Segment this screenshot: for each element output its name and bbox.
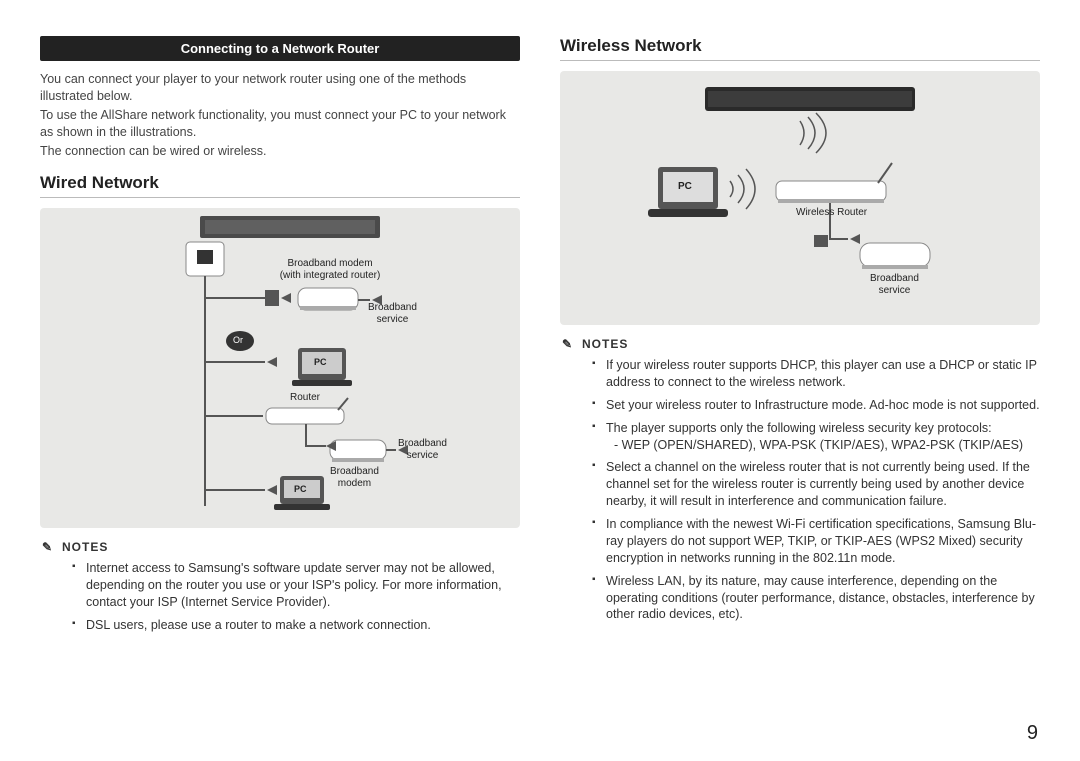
note-item: Wireless LAN, by its nature, may cause i…: [596, 573, 1040, 624]
intro-p2: To use the AllShare network functionalit…: [40, 107, 520, 141]
section-banner: Connecting to a Network Router: [40, 36, 520, 61]
intro-text: You can connect your player to your netw…: [40, 71, 520, 159]
label-router: Router: [290, 392, 320, 404]
label-modem-int: Broadband modem(with integrated router): [270, 258, 390, 281]
label-or: Or: [233, 335, 243, 345]
note-item: Set your wireless router to Infrastructu…: [596, 397, 1040, 414]
right-column: Wireless Network: [540, 36, 1040, 741]
page-number: 9: [1027, 722, 1038, 745]
label-broadband-svc-1: Broadbandservice: [368, 302, 417, 325]
divider: [40, 197, 520, 198]
label-pc-1: PC: [314, 357, 327, 367]
intro-p1: You can connect your player to your netw…: [40, 71, 520, 105]
note-item: Internet access to Samsung's software up…: [76, 560, 520, 611]
left-column: Connecting to a Network Router You can c…: [40, 36, 540, 741]
wired-heading: Wired Network: [40, 173, 520, 193]
intro-p3: The connection can be wired or wireless.: [40, 143, 520, 160]
note-item: If your wireless router supports DHCP, t…: [596, 357, 1040, 391]
notes-list-right: If your wireless router supports DHCP, t…: [560, 357, 1040, 623]
notes-heading-right: NOTES: [582, 337, 1040, 351]
notes-list-left: Internet access to Samsung's software up…: [40, 560, 520, 634]
note-item: In compliance with the newest Wi-Fi cert…: [596, 516, 1040, 567]
note-item: The player supports only the following w…: [596, 420, 1040, 454]
wireless-heading: Wireless Network: [560, 36, 1040, 56]
label-wireless-router: Wireless Router: [796, 207, 867, 219]
note-item: Select a channel on the wireless router …: [596, 459, 1040, 510]
notes-heading-left: NOTES: [62, 540, 520, 554]
note-text: The player supports only the following w…: [606, 421, 992, 435]
label-broadband-svc-2: Broadbandservice: [398, 438, 447, 461]
wireless-diagram: PC Wireless Router Broadbandservice: [560, 71, 1040, 325]
note-item: DSL users, please use a router to make a…: [76, 617, 520, 634]
label-pc-2: PC: [294, 484, 307, 494]
label-broadband-modem: Broadbandmodem: [330, 466, 379, 489]
label-pc-w: PC: [678, 181, 692, 193]
wired-diagram: Broadband modem(with integrated router) …: [40, 208, 520, 528]
label-broadband-svc-w: Broadbandservice: [870, 273, 919, 296]
divider: [560, 60, 1040, 61]
note-protocols: - WEP (OPEN/SHARED), WPA-PSK (TKIP/AES),…: [606, 437, 1040, 454]
